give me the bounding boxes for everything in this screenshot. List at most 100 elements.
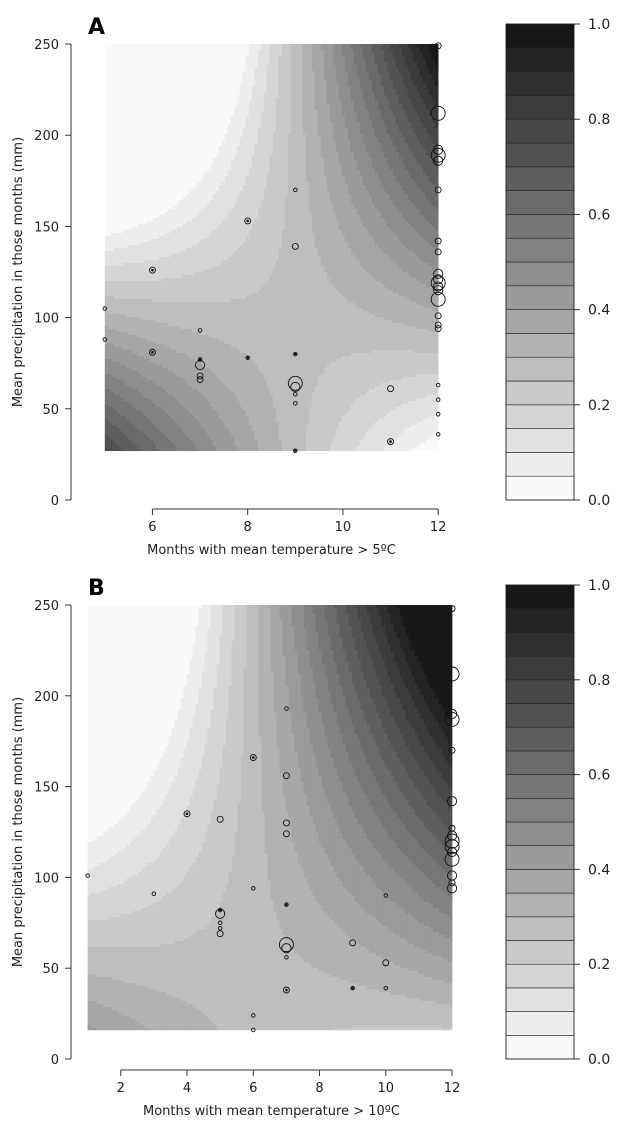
- contour-cell: [149, 56, 154, 60]
- contour-cell: [428, 146, 433, 150]
- contour-cell: [179, 131, 184, 135]
- contour-cell: [323, 173, 328, 177]
- contour-cell: [221, 119, 226, 123]
- contour-cell: [116, 104, 121, 108]
- contour-cell: [242, 47, 247, 51]
- contour-cell: [236, 86, 241, 90]
- contour-cell: [335, 158, 340, 162]
- contour-cell: [149, 116, 154, 120]
- contour-cell: [155, 122, 160, 126]
- contour-cell: [347, 173, 352, 177]
- contour-cell: [413, 59, 418, 63]
- contour-cell: [326, 122, 331, 126]
- contour-cell: [131, 56, 136, 60]
- contour-cell: [389, 86, 394, 90]
- contour-cell: [197, 152, 202, 156]
- contour-cell: [320, 80, 325, 84]
- contour-cell: [215, 140, 220, 144]
- contour-cell: [191, 158, 196, 162]
- contour-cell: [137, 119, 142, 123]
- contour-cell: [272, 128, 277, 132]
- contour-cell: [425, 131, 430, 135]
- contour-cell: [167, 107, 172, 111]
- contour-cell: [281, 140, 286, 144]
- contour-cell: [350, 158, 355, 162]
- contour-cell: [212, 59, 217, 63]
- contour-cell: [161, 95, 166, 99]
- contour-cell: [134, 137, 139, 141]
- contour-cell: [383, 95, 388, 99]
- contour-cell: [113, 152, 118, 156]
- contour-cell: [254, 113, 259, 117]
- contour-cell: [266, 164, 271, 168]
- contour-cell: [275, 170, 280, 174]
- contour-cell: [329, 47, 334, 51]
- contour-cell: [209, 113, 214, 117]
- contour-cell: [218, 65, 223, 69]
- contour-cell: [182, 149, 187, 153]
- contour-cell: [341, 110, 346, 114]
- contour-cell: [251, 137, 256, 141]
- contour-cell: [236, 146, 241, 150]
- contour-cell: [404, 149, 409, 153]
- contour-cell: [428, 107, 433, 111]
- contour-cell: [326, 44, 331, 48]
- contour-cell: [359, 161, 364, 165]
- contour-cell: [416, 86, 421, 90]
- contour-cell: [260, 146, 265, 150]
- contour-cell: [158, 134, 163, 138]
- contour-cell: [422, 119, 427, 123]
- contour-cell: [263, 44, 268, 48]
- contour-cell: [311, 140, 316, 144]
- contour-cell: [338, 161, 343, 165]
- contour-cell: [194, 110, 199, 114]
- contour-cell: [284, 167, 289, 171]
- contour-cell: [257, 161, 262, 165]
- contour-cell: [191, 152, 196, 156]
- contour-cell: [131, 59, 136, 63]
- contour-cell: [323, 152, 328, 156]
- contour-cell: [422, 155, 427, 159]
- contour-cell: [305, 107, 310, 111]
- contour-cell: [179, 176, 184, 180]
- contour-cell: [119, 158, 124, 162]
- contour-cell: [191, 146, 196, 150]
- contour-cell: [224, 125, 229, 129]
- contour-cell: [233, 101, 238, 105]
- contour-cell: [260, 167, 265, 171]
- contour-cell: [395, 128, 400, 132]
- contour-cell: [248, 50, 253, 54]
- contour-cell: [263, 161, 268, 165]
- contour-cell: [230, 131, 235, 135]
- contour-cell: [347, 167, 352, 171]
- contour-cell: [350, 65, 355, 69]
- contour-cell: [398, 152, 403, 156]
- contour-cell: [419, 98, 424, 102]
- contour-cell: [377, 71, 382, 75]
- contour-cell: [197, 113, 202, 117]
- contour-cell: [275, 128, 280, 132]
- contour-cell: [371, 71, 376, 75]
- contour-cell: [260, 59, 265, 63]
- contour-cell: [425, 83, 430, 87]
- contour-cell: [146, 98, 151, 102]
- contour-cell: [356, 56, 361, 60]
- contour-cell: [392, 122, 397, 126]
- contour-cell: [290, 149, 295, 153]
- contour-cell: [311, 95, 316, 99]
- contour-cell: [230, 176, 235, 180]
- contour-cell: [134, 176, 139, 180]
- contour-cell: [377, 134, 382, 138]
- contour-cell: [269, 83, 274, 87]
- contour-cell: [302, 167, 307, 171]
- contour-cell: [404, 47, 409, 51]
- contour-cell: [122, 155, 127, 159]
- contour-cell: [170, 98, 175, 102]
- contour-cell: [143, 104, 148, 108]
- contour-cell: [278, 125, 283, 129]
- contour-cell: [227, 47, 232, 51]
- contour-cell: [341, 44, 346, 48]
- contour-cell: [224, 164, 229, 168]
- contour-cell: [266, 131, 271, 135]
- contour-cell: [224, 65, 229, 69]
